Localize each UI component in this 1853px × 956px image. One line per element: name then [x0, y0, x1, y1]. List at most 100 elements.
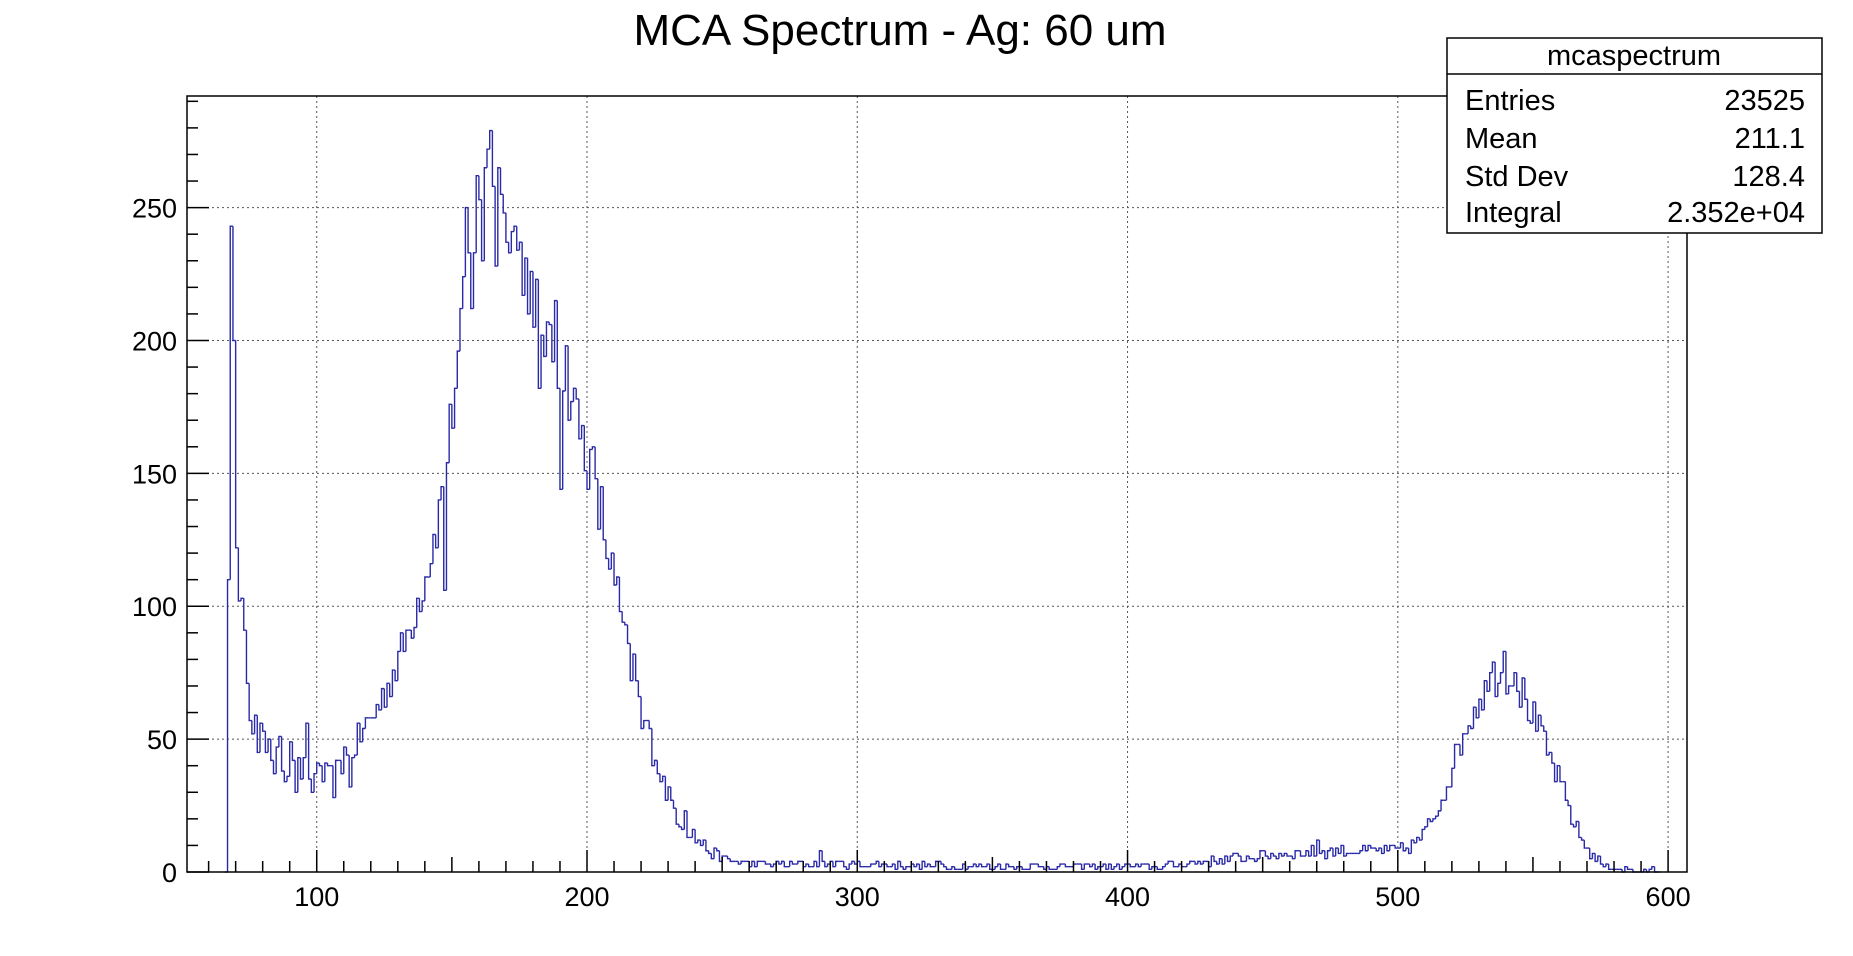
y-tick-label: 250: [132, 194, 177, 224]
histogram-bin: [1080, 864, 1085, 871]
histogram-bin: [1186, 863, 1190, 867]
histogram-bin: [778, 861, 782, 865]
stats-box[interactable]: mcaspectrum Entries 23525 Mean 211.1 Std…: [1446, 37, 1823, 234]
histogram-bin: [410, 630, 415, 639]
histogram-bin: [624, 622, 628, 626]
histogram-bin: [580, 424, 585, 439]
histogram-bin: [475, 175, 479, 253]
histogram-bin: [1218, 858, 1223, 865]
stats-box-frame: [1446, 37, 1823, 234]
histogram-bin: [307, 723, 312, 780]
histogram-bin: [1580, 837, 1585, 841]
histogram-bin: [691, 828, 696, 838]
histogram-bin: [1410, 839, 1415, 854]
histogram-bin: [243, 598, 247, 631]
histogram-bin: [1380, 848, 1385, 855]
histogram-bin: [999, 864, 1004, 871]
histogram-bin: [256, 715, 260, 754]
histogram-bin: [1202, 860, 1206, 865]
histogram-bin: [1056, 865, 1060, 870]
histogram-bin: [1334, 847, 1339, 857]
histogram-bin: [259, 722, 263, 753]
histogram-bin: [440, 485, 444, 500]
histogram-bin: [1416, 836, 1420, 843]
histogram-bin: [791, 861, 796, 865]
histogram-bin: [270, 739, 274, 762]
histogram-bin: [661, 775, 666, 782]
histogram-bin: [1294, 850, 1298, 859]
histogram-bin: [1575, 820, 1579, 827]
histogram-bin: [497, 167, 501, 267]
histogram-bin: [316, 762, 320, 774]
histogram-bin: [402, 632, 406, 653]
histogram-bin: [1507, 685, 1512, 694]
histogram-bin: [467, 207, 471, 254]
histogram-bin: [1591, 852, 1596, 859]
histogram-bin: [821, 850, 825, 863]
histogram-bin: [1326, 850, 1331, 859]
histogram-bin: [626, 624, 631, 645]
histogram-bin: [261, 723, 266, 732]
histogram-bin: [702, 839, 706, 846]
histogram-bin: [1572, 824, 1577, 828]
histogram-bin: [1118, 864, 1123, 871]
histogram-bin: [294, 760, 298, 793]
histogram-bin: [1318, 840, 1323, 855]
histogram-bin: [502, 194, 506, 214]
histogram-bin: [1521, 677, 1525, 708]
histogram-bin: [445, 462, 450, 591]
histogram-bin: [486, 148, 490, 168]
histogram-bin: [386, 682, 390, 708]
histogram-bin: [1107, 863, 1112, 870]
histogram-bin: [597, 478, 601, 530]
histogram-bin: [1478, 698, 1482, 718]
histogram-bin: [1221, 858, 1225, 865]
histogram-bin: [680, 826, 685, 831]
histogram-bin: [924, 861, 928, 868]
histogram-bin: [1172, 861, 1177, 868]
histogram-bin: [334, 759, 339, 798]
histogram-bin: [586, 470, 590, 491]
histogram-bin: [291, 741, 296, 762]
histogram-bin: [1283, 852, 1287, 857]
histogram-bin: [507, 242, 512, 254]
histogram-bin: [1224, 855, 1228, 865]
histogram-bin: [1083, 863, 1087, 870]
histogram-bin: [448, 403, 452, 463]
histogram-bin: [1467, 725, 1471, 734]
histogram-bin: [1532, 701, 1536, 724]
histogram-bin: [945, 866, 950, 871]
histogram-bin: [548, 321, 552, 326]
histogram-bin: [245, 630, 250, 685]
histogram-bin: [1472, 706, 1477, 729]
histogram-bin: [729, 858, 733, 863]
histogram-bin: [1624, 865, 1628, 872]
histogram-bin: [618, 577, 623, 613]
histogram-bin: [1134, 863, 1139, 867]
histogram-bin: [1278, 852, 1282, 859]
histogram-bin: [1216, 861, 1220, 865]
histogram-bin: [770, 864, 774, 868]
histogram-bin: [699, 840, 704, 847]
histogram-bin: [1570, 805, 1574, 825]
histogram-bin: [226, 578, 231, 872]
histogram-bin: [848, 863, 852, 870]
histogram-bin: [926, 863, 931, 867]
histogram-bin: [989, 864, 993, 871]
histogram-bin: [634, 654, 639, 682]
histogram-bin: [940, 861, 944, 865]
histogram-bin: [1461, 733, 1466, 756]
histogram-bin: [678, 824, 682, 828]
histogram-bin: [1418, 837, 1423, 841]
histogram-bin: [753, 861, 758, 868]
histogram-bin: [399, 632, 404, 652]
histogram-bin: [345, 747, 350, 756]
histogram-bin: [805, 863, 809, 867]
histogram-bin: [478, 175, 482, 201]
histogram-bin: [1361, 844, 1366, 851]
histogram-bin: [1140, 863, 1144, 867]
histogram-bin: [297, 757, 301, 793]
histogram-bin: [764, 861, 769, 865]
histogram-bin: [978, 863, 982, 867]
